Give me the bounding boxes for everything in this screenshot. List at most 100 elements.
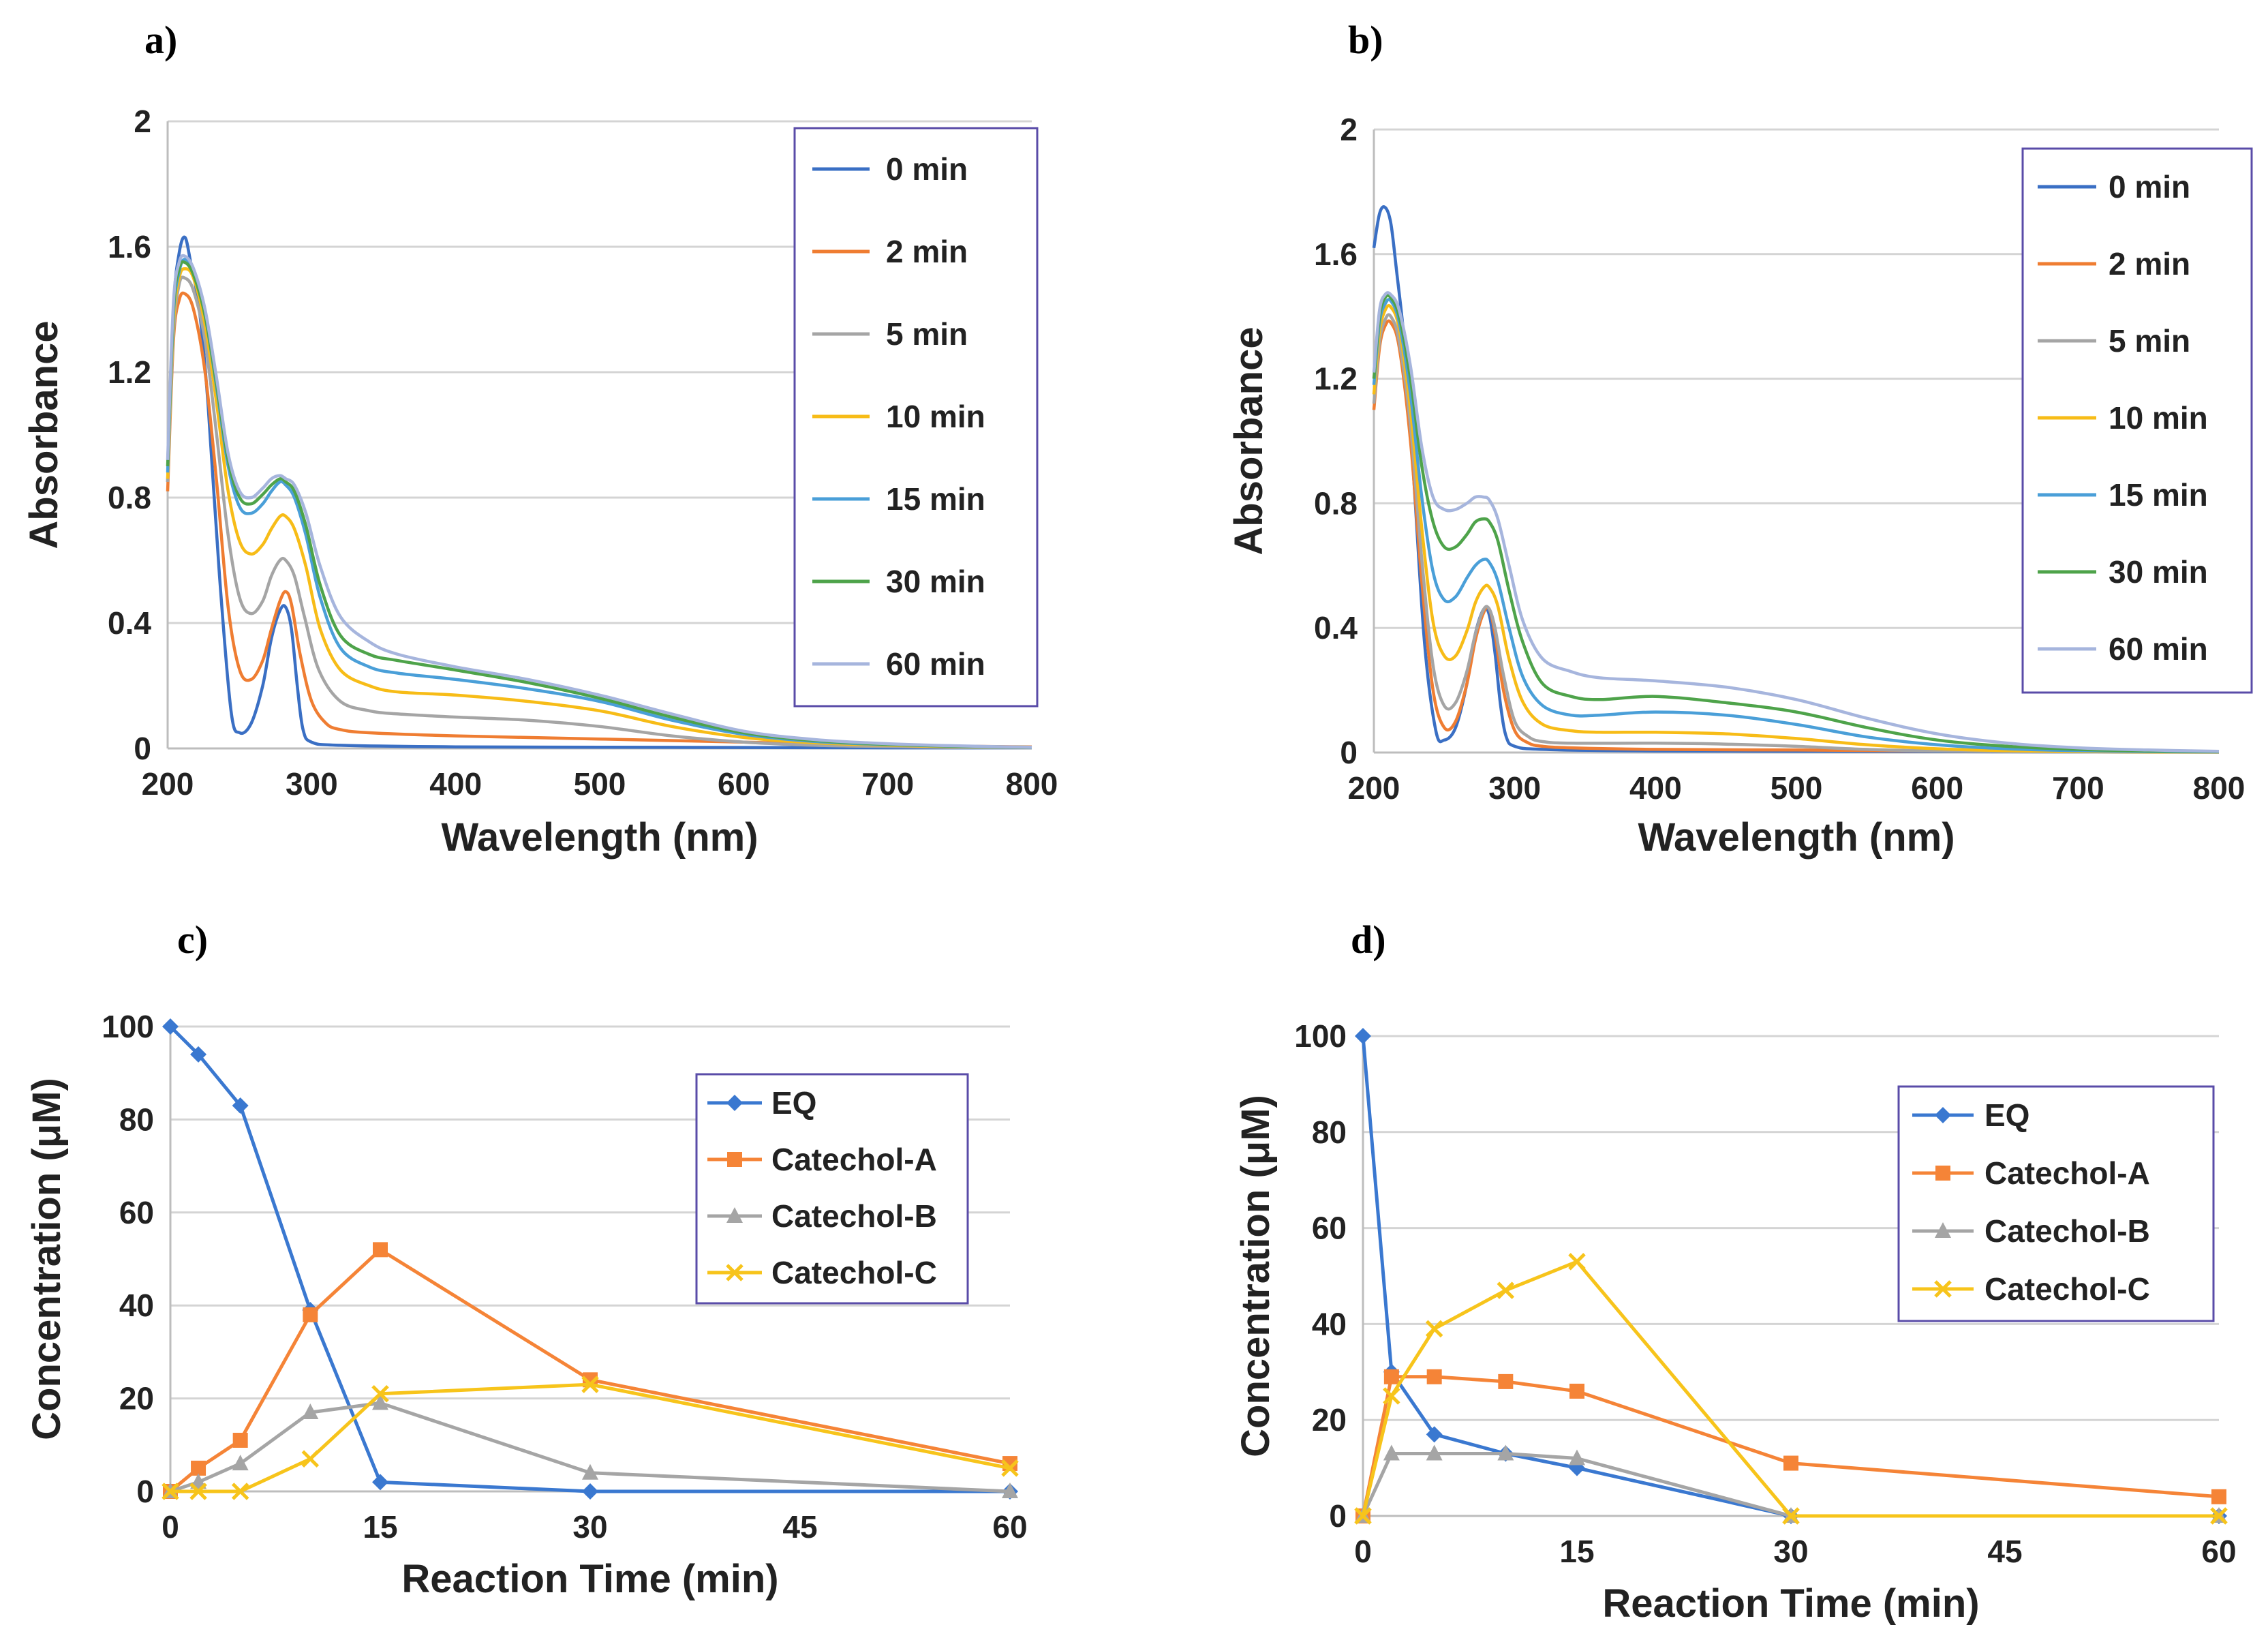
legend-label: 2 min — [886, 234, 968, 269]
legend-label: 5 min — [2109, 323, 2190, 359]
series-line — [1361, 1375, 2220, 1517]
data-point — [582, 1463, 598, 1480]
x-tick-label: 800 — [2193, 770, 2246, 806]
y-tick-label: 80 — [1312, 1114, 1347, 1150]
legend-item: 15 min — [2038, 477, 2208, 513]
data-point — [1497, 1444, 1514, 1461]
y-tick-label: 20 — [119, 1381, 154, 1416]
y-tick-label: 0 — [1329, 1498, 1347, 1534]
y-tick-label: 2 — [1340, 112, 1358, 147]
legend-marker — [1934, 1280, 1952, 1298]
legend-item: 2 min — [2038, 246, 2190, 282]
series-catechol-c — [1354, 1253, 2228, 1525]
legend-marker — [1935, 1222, 1951, 1238]
data-point — [1355, 1028, 1371, 1044]
x-axis-title: Reaction Time (min) — [1602, 1581, 1979, 1626]
x-tick-label: 700 — [2052, 770, 2104, 806]
y-tick-label: 0.4 — [1314, 610, 1358, 646]
y-tick-label: 100 — [1294, 1018, 1347, 1054]
series-30-min — [166, 260, 1032, 749]
data-point — [1569, 1383, 1584, 1399]
series-line — [1372, 294, 2220, 753]
y-tick-label: 40 — [1312, 1306, 1347, 1341]
data-point — [2210, 1507, 2228, 1525]
legend-item: 5 min — [812, 316, 968, 352]
series-15-min — [1372, 298, 2220, 754]
x-tick-label: 500 — [1771, 770, 1823, 806]
legend-marker — [726, 1264, 744, 1281]
x-tick-label: 30 — [572, 1509, 607, 1545]
data-point — [2211, 1489, 2226, 1504]
data-point — [1383, 1444, 1400, 1461]
legend-label: Catechol-C — [771, 1255, 937, 1290]
legend-label: 60 min — [2109, 631, 2208, 667]
legend-item: 0 min — [2038, 169, 2190, 204]
legend-label: 30 min — [2109, 554, 2208, 590]
y-tick-label: 0 — [1340, 735, 1358, 770]
data-point — [162, 1018, 179, 1035]
y-tick-label: 60 — [119, 1195, 154, 1230]
legend-label: 0 min — [886, 151, 968, 187]
legend-item: 10 min — [812, 399, 985, 434]
legend-item: EQ — [1912, 1097, 2029, 1133]
legend-label: Catechol-A — [1984, 1155, 2150, 1191]
y-tick-label: 1.6 — [108, 229, 151, 264]
series-10-min — [1372, 304, 2220, 754]
series-line — [1372, 298, 2220, 754]
series-5-min — [1372, 313, 2220, 754]
legend-item: Catechol-B — [1912, 1213, 2150, 1249]
y-tick-label: 20 — [1312, 1402, 1347, 1438]
x-tick-label: 30 — [1773, 1534, 1808, 1569]
data-point — [1354, 1507, 1372, 1525]
data-point — [1383, 1387, 1400, 1405]
data-point — [1002, 1483, 1018, 1498]
data-point — [191, 1460, 206, 1476]
legend-item: Catechol-B — [707, 1198, 937, 1234]
data-point — [301, 1450, 320, 1468]
legend-item: 30 min — [812, 564, 985, 599]
legend-label: Catechol-B — [771, 1198, 937, 1234]
data-point — [1426, 1369, 1442, 1384]
y-tick-label: 0.8 — [1314, 485, 1358, 521]
y-axis-title: Concentration (μM) — [1233, 1095, 1278, 1457]
legend-item: 2 min — [812, 234, 968, 269]
x-tick-label: 15 — [1559, 1534, 1594, 1569]
legend-label: 60 min — [886, 646, 985, 682]
legend-label: EQ — [771, 1085, 816, 1121]
series-30-min — [1372, 294, 2220, 753]
x-tick-label: 45 — [782, 1509, 817, 1545]
legend-marker — [1935, 1166, 1950, 1181]
data-point — [1782, 1507, 1800, 1525]
legend-label: 5 min — [886, 316, 968, 352]
x-tick-label: 200 — [142, 766, 194, 802]
legend-item: EQ — [707, 1085, 816, 1121]
panel-a: a) 0 0.4 0.8 1.2 1.6 2 200 300 400 500 600 700 800 Wav… — [22, 18, 1058, 860]
x-axis-title: Wavelength (nm) — [1638, 815, 1955, 860]
series-catechol-a — [1355, 1369, 2226, 1523]
series-line — [166, 275, 1032, 750]
y-tick-label: 1.2 — [108, 354, 151, 390]
panel-label: c) — [177, 917, 208, 962]
legend-marker — [726, 1095, 743, 1111]
series-catechol-c — [162, 1376, 1019, 1500]
legend-label: 10 min — [2109, 400, 2208, 436]
legend-marker — [726, 1207, 743, 1223]
x-tick-label: 45 — [1987, 1534, 2022, 1569]
y-tick-label: 0.4 — [108, 605, 151, 641]
x-tick-label: 0 — [162, 1509, 179, 1545]
legend-box — [1897, 1085, 2215, 1322]
panel-label: d) — [1351, 917, 1386, 962]
x-tick-label: 0 — [1354, 1534, 1372, 1569]
y-tick-label: 0 — [134, 731, 151, 766]
legend-item: 30 min — [2038, 554, 2208, 590]
legend-label: Catechol-C — [1984, 1271, 2150, 1307]
data-point — [162, 1483, 179, 1500]
legend-label: 15 min — [2109, 477, 2208, 513]
data-point — [1426, 1444, 1443, 1461]
panel-label: a) — [144, 18, 177, 62]
data-point — [371, 1385, 389, 1403]
data-point — [581, 1376, 599, 1393]
legend-label: Catechol-A — [771, 1142, 937, 1177]
x-tick-label: 600 — [1911, 770, 1963, 806]
data-point — [1001, 1459, 1019, 1477]
